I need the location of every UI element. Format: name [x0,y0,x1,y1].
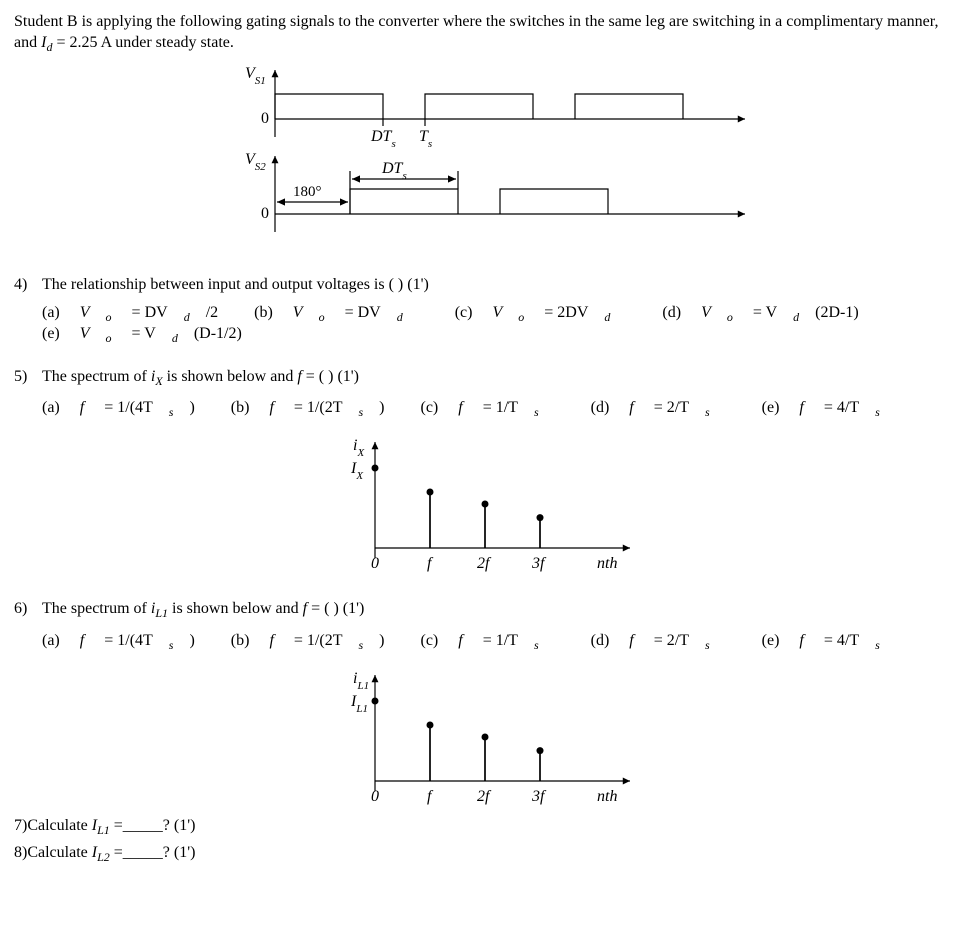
svg-text:2f: 2f [477,788,492,805]
q6-spectrum-diagram: iL1IL1 0 f 2f 3f nth [14,661,956,811]
svg-text:nth: nth [597,555,617,572]
q4-option-a: (a) Vo = DVd/2 [42,304,234,321]
q5-var-sub: X [155,374,162,388]
q6-prompt-post: is shown below and [168,600,303,617]
svg-text:VS2: VS2 [245,151,266,173]
svg-text:0: 0 [371,788,379,805]
q7-sub: L1 [97,823,110,837]
svg-text:f: f [427,555,434,572]
q4-option-b: (b) Vo = DVd [254,304,435,321]
q6-option-d: (d) f = 2/Ts [591,632,742,649]
svg-text:nth: nth [597,788,617,805]
question-8: 8)Calculate IL2 =_____? (1') [14,844,956,865]
intro-text-after: = 2.25 A under steady state. [52,34,233,51]
q6-option-e: (e) f = 4/Ts [762,632,912,649]
q5-spectrum-diagram: iXIX 0 f 2f 3f nth [14,428,956,578]
svg-text:f: f [427,788,434,805]
q8-sub: L2 [97,850,110,864]
q5-prompt-pre: The spectrum of [42,368,151,385]
gating-diagram: VS10DTsTsVS20180°DTs [14,64,956,254]
q5-options: (a) f = 1/(4Ts) (b) f = 1/(2Ts) (c) f = … [14,399,956,420]
q5-prompt-tail: = ( ) (1') [302,368,359,385]
q7-number: 7) [14,817,27,834]
q6-option-a: (a) f = 1/(4Ts) [42,632,211,649]
svg-text:Ts: Ts [419,128,432,150]
question-4: 4)The relationship between input and out… [14,276,956,294]
q4-option-e: (e) Vo = Vd(D-1/2) [42,325,258,342]
svg-text:0: 0 [371,555,379,572]
q4-option-c: (c) Vo = 2DVd [455,304,643,321]
question-6: 6)The spectrum of iL1 is shown below and… [14,600,956,621]
svg-text:3f: 3f [531,788,547,805]
q5-option-c: (c) f = 1/Ts [420,399,570,416]
q5-number: 5) [14,368,42,386]
question-5: 5)The spectrum of iX is shown below and … [14,368,956,389]
q5-option-b: (b) f = 1/(2Ts) [231,399,401,416]
q4-prompt: The relationship between input and outpu… [42,276,429,293]
q7-pre: Calculate [27,817,91,834]
q6-prompt-pre: The spectrum of [42,600,151,617]
svg-text:iL1: iL1 [353,670,369,692]
q5-option-e: (e) f = 4/Ts [762,399,912,416]
q8-tail: =_____? (1') [110,844,196,861]
q8-number: 8) [14,844,27,861]
question-7: 7)Calculate IL1 =_____? (1') [14,817,956,838]
svg-text:VS1: VS1 [245,65,266,87]
q4-number: 4) [14,276,42,294]
intro-paragraph: Student B is applying the following gati… [14,12,956,56]
svg-text:DTs: DTs [370,128,396,150]
svg-text:IX: IX [350,460,364,482]
svg-text:0: 0 [261,110,269,127]
q6-number: 6) [14,600,42,618]
svg-text:180°: 180° [293,184,322,200]
q6-options: (a) f = 1/(4Ts) (b) f = 1/(2Ts) (c) f = … [14,632,956,653]
q7-tail: =_____? (1') [110,817,196,834]
q6-prompt-tail: = ( ) (1') [307,600,364,617]
svg-text:iX: iX [353,437,365,459]
svg-text:2f: 2f [477,555,492,572]
q5-option-d: (d) f = 2/Ts [591,399,742,416]
q6-option-c: (c) f = 1/Ts [420,632,570,649]
q4-option-d: (d) Vo = Vd(2D-1) [662,304,874,321]
q4-options: (a) Vo = DVd/2 (b) Vo = DVd (c) Vo = 2DV… [14,304,956,346]
q6-var-sub: L1 [155,607,168,621]
q5-prompt-post: is shown below and [163,368,298,385]
svg-text:IL1: IL1 [350,693,368,715]
q5-option-a: (a) f = 1/(4Ts) [42,399,211,416]
svg-text:0: 0 [261,205,269,222]
q6-option-b: (b) f = 1/(2Ts) [231,632,401,649]
svg-text:3f: 3f [531,555,547,572]
q8-pre: Calculate [27,844,91,861]
